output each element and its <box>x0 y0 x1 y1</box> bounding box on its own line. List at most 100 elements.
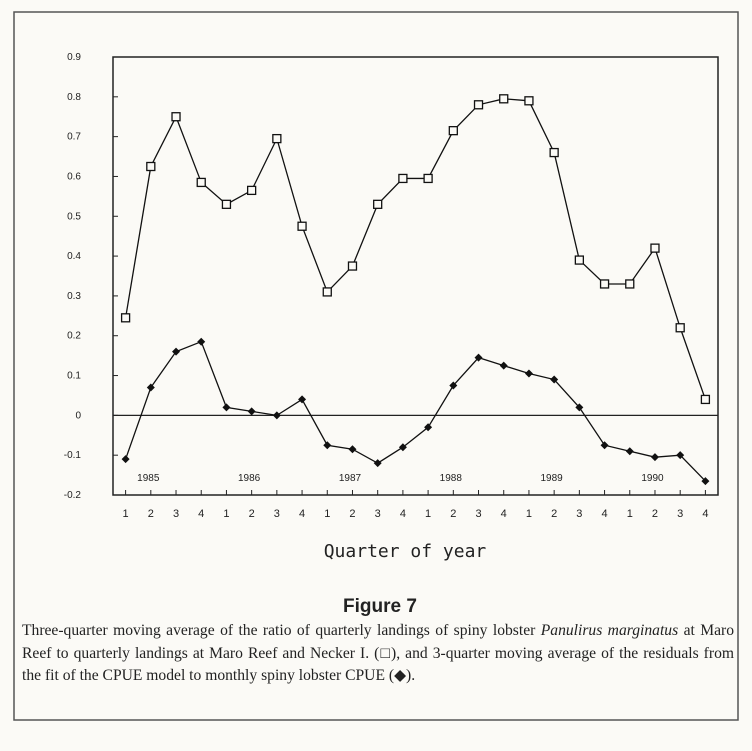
year-label: 1989 <box>541 473 564 484</box>
diamond-marker <box>600 441 609 450</box>
square-marker <box>297 221 307 231</box>
diamond-marker <box>625 447 634 456</box>
diamond-marker <box>222 403 231 412</box>
y-tick-label: 0.8 <box>67 92 81 103</box>
x-tick-label: 2 <box>551 508 557 520</box>
y-tick-label: -0.1 <box>64 450 82 461</box>
square-marker <box>549 147 559 158</box>
caption-text: at Maro Reef to quarterly landings at Ma… <box>22 622 735 684</box>
square-marker <box>171 112 181 122</box>
diamond-marker <box>121 455 130 464</box>
caption-text: Three-quarter moving average of the rati… <box>22 622 541 639</box>
x-tick-label: 4 <box>299 508 305 520</box>
diamond-marker <box>449 381 458 390</box>
series-line <box>124 98 707 400</box>
square-marker <box>146 161 156 172</box>
year-label: 1986 <box>238 473 261 484</box>
x-tick-label: 4 <box>198 508 204 520</box>
figure-title: Figure 7 <box>343 596 417 617</box>
x-tick-label: 2 <box>249 508 255 520</box>
diamond-marker <box>676 451 685 460</box>
y-tick-label: 0.1 <box>67 371 81 382</box>
diamond-marker <box>398 443 407 452</box>
diamond-marker <box>197 337 206 346</box>
diamond-marker <box>323 441 332 450</box>
x-tick-label: 1 <box>526 508 532 520</box>
diamond-marker <box>701 477 710 486</box>
square-marker <box>574 255 585 265</box>
y-tick-label: 0.5 <box>67 211 81 222</box>
series-line <box>124 340 706 482</box>
square-marker <box>196 177 206 188</box>
square-marker <box>423 173 433 184</box>
square-marker <box>499 94 509 104</box>
x-tick-label: 2 <box>148 508 154 520</box>
x-tick-label: 3 <box>677 508 683 520</box>
plot-frame <box>112 56 719 496</box>
square-marker <box>599 279 610 289</box>
year-label: 1988 <box>440 473 463 484</box>
y-tick-label: 0.3 <box>67 291 81 302</box>
x-tick-label: 4 <box>602 508 608 520</box>
square-marker <box>700 394 711 405</box>
diamond-marker <box>247 407 256 416</box>
square-marker <box>246 185 257 196</box>
square-marker <box>347 261 358 271</box>
x-tick-label: 1 <box>123 508 129 520</box>
x-tick-label: 1 <box>425 508 431 520</box>
x-tick-label: 3 <box>576 508 582 520</box>
diamond-marker <box>650 453 659 462</box>
x-tick-label: 1 <box>324 508 330 520</box>
x-tick-label: 2 <box>450 508 456 520</box>
x-tick-label: 4 <box>702 508 708 520</box>
year-label: 1987 <box>339 473 362 484</box>
square-marker <box>448 126 458 136</box>
caption-species: Panulirus marginatus <box>540 622 679 639</box>
diamond-marker <box>172 347 181 356</box>
x-tick-label: 2 <box>349 508 355 520</box>
x-tick-label: 3 <box>475 508 481 520</box>
x-tick-label: 4 <box>400 508 406 520</box>
diamond-marker <box>575 403 584 412</box>
diamond-marker <box>298 395 307 404</box>
year-label: 1990 <box>641 473 664 484</box>
frame <box>13 11 739 721</box>
y-tick-label: 0.2 <box>67 331 81 342</box>
diamond-marker <box>550 375 559 384</box>
x-tick-label: 3 <box>173 508 179 520</box>
diamond-marker <box>348 445 357 454</box>
y-tick-label: 0.4 <box>67 251 81 262</box>
diamond-marker <box>272 411 281 420</box>
square-marker <box>473 100 484 110</box>
x-tick-label: 3 <box>375 508 381 520</box>
y-tick-label: 0.9 <box>67 52 81 63</box>
diamond-marker <box>499 361 508 370</box>
square-marker <box>120 313 131 323</box>
square-marker <box>373 199 383 209</box>
square-marker <box>524 96 534 106</box>
year-label: 1985 <box>137 473 160 484</box>
square-marker <box>398 173 408 184</box>
x-tick-label: 1 <box>627 508 633 520</box>
square-marker <box>322 287 332 297</box>
diamond-marker <box>474 353 483 362</box>
x-tick-label: 4 <box>501 508 507 520</box>
y-tick-label: 0.6 <box>67 171 81 182</box>
x-tick-label: 2 <box>652 508 658 520</box>
square-marker <box>675 323 685 333</box>
x-tick-label: 3 <box>274 508 280 520</box>
square-marker <box>221 199 232 209</box>
square-marker <box>272 133 282 144</box>
caption: Three-quarter moving average of the rati… <box>22 620 734 688</box>
x-tick-label: 1 <box>223 508 229 520</box>
diamond-marker <box>424 423 433 432</box>
x-axis-label: Quarter of year <box>324 541 487 562</box>
y-tick-label: 0 <box>75 410 81 421</box>
diamond-marker <box>373 459 382 468</box>
y-tick-label: -0.2 <box>64 490 82 501</box>
diamond-marker <box>146 383 155 392</box>
y-tick-label: 0.7 <box>67 132 81 143</box>
diamond-marker <box>524 369 533 378</box>
